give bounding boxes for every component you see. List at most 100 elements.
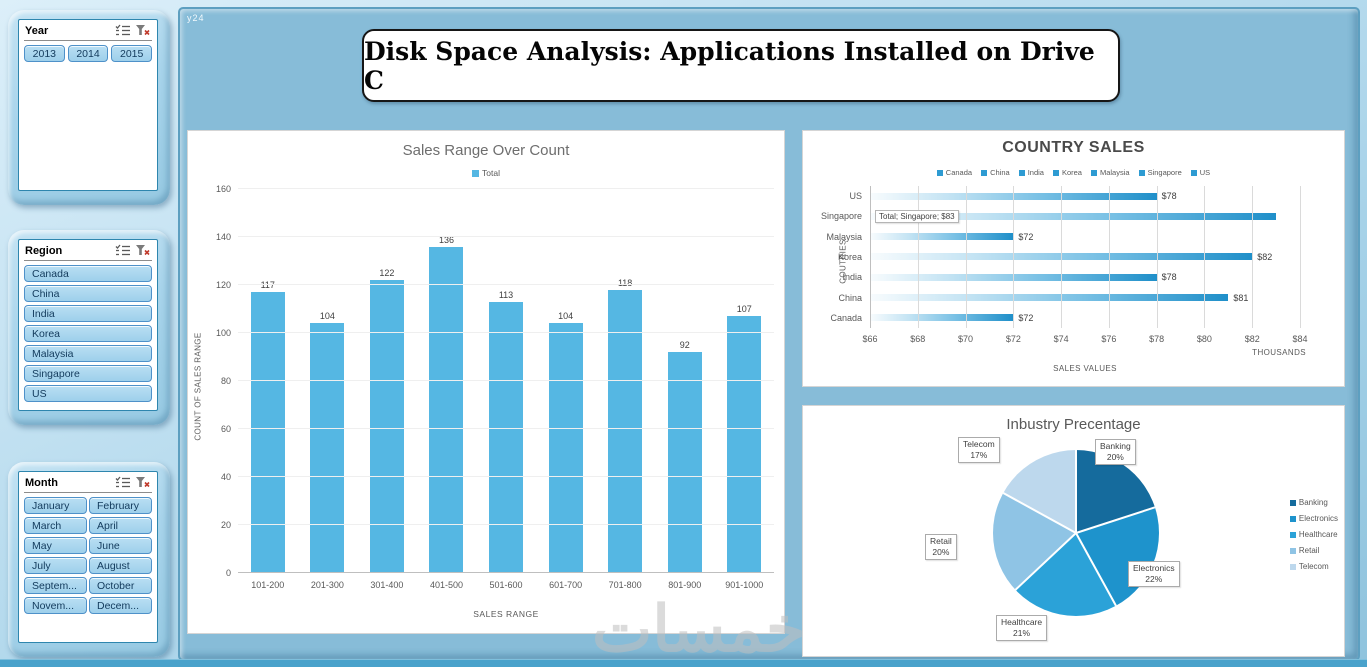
slicer-item-january[interactable]: January [24, 497, 87, 514]
slice-separator [1075, 506, 1156, 534]
slicer-item-february[interactable]: February [89, 497, 152, 514]
bar-301-400 [369, 280, 404, 573]
legend-item-banking: Banking [1289, 498, 1338, 507]
slicer-item-china[interactable]: China [24, 285, 152, 302]
bar-column: 136 [417, 189, 477, 573]
x-category-label: 801-900 [668, 580, 702, 590]
callout-percent: 22% [1145, 574, 1163, 584]
legend-label: India [1027, 168, 1044, 177]
multi-select-icon[interactable] [115, 24, 131, 37]
bar-401-500 [429, 246, 464, 573]
month-slicer-header: Month [24, 475, 152, 493]
slice-separator [1075, 450, 1077, 533]
legend-item-malaysia: Malaysia [1090, 168, 1130, 177]
bar-201-300 [310, 323, 345, 573]
bar-column: 107 [715, 189, 775, 573]
data-label: 122 [379, 268, 395, 279]
y-tick-label: 0 [225, 568, 231, 578]
legend-item-electronics: Electronics [1289, 514, 1338, 523]
x-axis-title: SALES VALUES [1053, 364, 1117, 373]
slicer-item-decem-[interactable]: Decem... [89, 597, 152, 614]
slicer-item-korea[interactable]: Korea [24, 325, 152, 342]
legend-swatch [1018, 169, 1025, 176]
slicer-item-october[interactable]: October [89, 577, 152, 594]
legend-swatch [1289, 499, 1296, 506]
year-slicer-panel: Year 2013 2014 2015 [18, 19, 158, 191]
data-label: $72 [1018, 231, 1034, 242]
bar-row-singapore: Singapore Total; Singapore; $83 [821, 209, 1300, 223]
slicer-item-us[interactable]: US [24, 385, 152, 402]
month-slicer-panel: Month January February March April May June Ju… [18, 471, 158, 643]
bars: US $78 Singapore Total; Singapore; $83 Malay… [821, 186, 1300, 328]
slicer-item-may[interactable]: May [24, 537, 87, 554]
x-tick-label: $74 [1053, 334, 1069, 344]
gridline [1252, 186, 1254, 328]
legend-swatch [1289, 531, 1296, 538]
slicer-item-septem-[interactable]: Septem... [24, 577, 87, 594]
chart-legend: Total [188, 168, 784, 178]
callout-category: Electronics [1133, 563, 1175, 573]
legend-swatch [936, 169, 943, 176]
gridline [238, 380, 774, 381]
legend-label: Total [482, 168, 500, 178]
gridline [238, 332, 774, 333]
slicer-item-2014[interactable]: 2014 [67, 45, 109, 62]
corner-text: y24 [187, 13, 205, 23]
clear-filter-icon[interactable] [135, 476, 151, 489]
bars: 117 104 122 136 113 104 118 92 107 [238, 189, 774, 573]
clear-filter-icon[interactable] [135, 244, 151, 257]
region-slicer-title: Region [25, 244, 63, 257]
slicer-item-june[interactable]: June [89, 537, 152, 554]
callout-percent: 20% [932, 547, 950, 557]
slicer-item-singapore[interactable]: Singapore [24, 365, 152, 382]
bar-row-korea: Korea $82 [838, 250, 1300, 263]
slicer-item-2015[interactable]: 2015 [111, 45, 153, 62]
data-label: 104 [319, 311, 335, 322]
axis-unit-label: THOUSANDS [1252, 348, 1306, 357]
x-category-label: 601-700 [549, 580, 583, 590]
multi-select-icon[interactable] [115, 476, 131, 489]
y-category-label: India [842, 272, 862, 283]
slicer-item-july[interactable]: July [24, 557, 87, 574]
data-label: $72 [1018, 312, 1034, 323]
callout-percent: 21% [1013, 628, 1031, 638]
bar-column: 122 [357, 189, 417, 573]
slicer-item-march[interactable]: March [24, 517, 87, 534]
bar-column: 92 [655, 189, 715, 573]
data-label: 104 [558, 311, 574, 322]
data-label: 118 [617, 277, 633, 288]
x-tick-label: $84 [1292, 334, 1308, 344]
clear-filter-icon[interactable] [135, 24, 151, 37]
slicer-item-august[interactable]: August [89, 557, 152, 574]
bar-701-800 [608, 289, 643, 573]
data-label: Total; Singapore; $83 [875, 209, 959, 223]
bar-china [870, 294, 1229, 302]
data-label: 113 [498, 289, 514, 300]
legend-swatch [1090, 169, 1097, 176]
data-label: $78 [1161, 272, 1177, 283]
y-category-label: Canada [830, 312, 862, 323]
slicer-item-india[interactable]: India [24, 305, 152, 322]
slicer-item-malaysia[interactable]: Malaysia [24, 345, 152, 362]
gridline [238, 236, 774, 237]
region-slicer: Region Canada China India Korea Malaysia Sing… [8, 230, 170, 425]
legend-swatch [1289, 563, 1296, 570]
legend-label: Electronics [1298, 514, 1338, 523]
slicer-item-canada[interactable]: Canada [24, 265, 152, 282]
y-category-label: Korea [837, 251, 862, 262]
gridline [1204, 186, 1206, 328]
legend-item-canada: Canada [936, 168, 972, 177]
multi-select-icon[interactable] [115, 244, 131, 257]
y-tick-label: 160 [215, 184, 231, 194]
slicer-item-novem-[interactable]: Novem... [24, 597, 87, 614]
bar-malaysia [870, 233, 1014, 241]
x-tick-label: $76 [1101, 334, 1117, 344]
year-slicer-header: Year [24, 23, 152, 41]
slicer-item-2013[interactable]: 2013 [24, 45, 65, 62]
bar-row-malaysia: Malaysia $72 [826, 230, 1300, 243]
slice-separator [1002, 492, 1077, 534]
gridline [238, 524, 774, 525]
y-tick-label: 40 [220, 472, 231, 482]
legend-item-india: India [1018, 168, 1044, 177]
slicer-item-april[interactable]: April [89, 517, 152, 534]
